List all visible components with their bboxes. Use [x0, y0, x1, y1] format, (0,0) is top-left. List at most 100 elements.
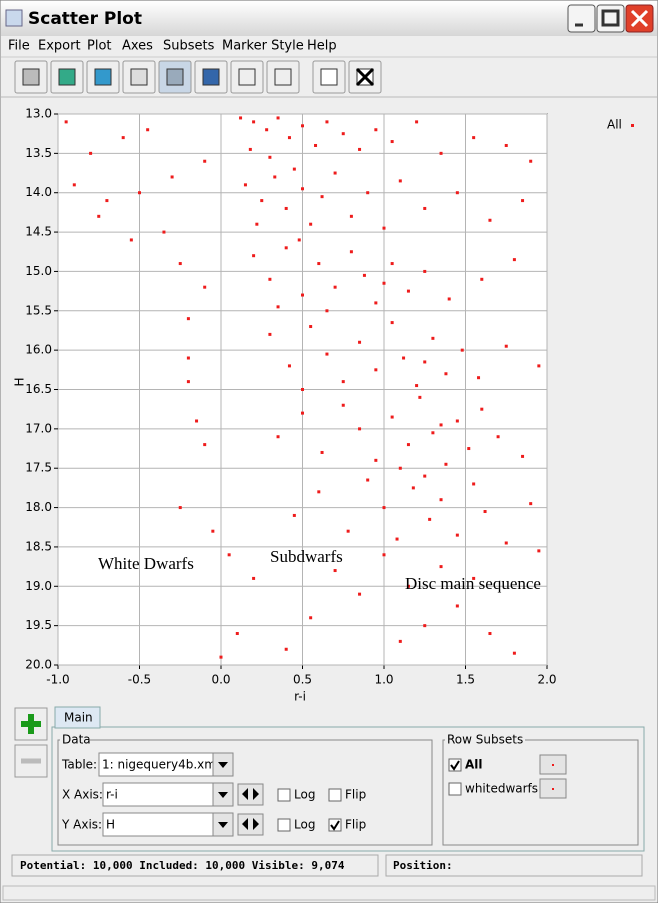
point — [162, 230, 166, 234]
checkbox[interactable] — [448, 782, 462, 796]
x-axis-label: r-i — [294, 690, 306, 704]
point — [374, 458, 378, 462]
point — [255, 222, 259, 226]
checkbox[interactable] — [328, 788, 342, 802]
toolbar-icon — [202, 68, 220, 86]
checkbox-label: Flip — [345, 788, 366, 802]
point — [341, 132, 345, 136]
point — [301, 388, 304, 391]
tab-label: Main — [64, 711, 93, 725]
y-tick-label: 17.5 — [25, 461, 52, 475]
point — [72, 183, 76, 187]
point — [252, 120, 256, 124]
point — [276, 305, 280, 309]
point — [390, 321, 394, 325]
plot: -1.0 -0.5 0.0 0.5 1.0 1.5 2.0 13.0 13.5 14.0 14.5 1… — [25, 107, 634, 687]
combo-value: r-i — [106, 788, 118, 802]
point — [423, 474, 427, 478]
status-counts: Potential: 10,000 Included: 10,000 Visib… — [20, 859, 345, 872]
combo-arrow — [218, 822, 228, 828]
menu-item[interactable]: Subsets — [163, 39, 215, 54]
x-tick-label: 2.0 — [537, 673, 556, 687]
menu-item[interactable]: Help — [307, 39, 337, 54]
group-title: Data — [62, 733, 91, 747]
point — [537, 549, 541, 553]
point — [455, 533, 459, 537]
point — [333, 285, 337, 289]
point — [529, 159, 533, 163]
status-box — [385, 854, 643, 877]
point — [529, 502, 533, 506]
app-icon — [5, 9, 23, 27]
point — [358, 592, 362, 596]
tab[interactable] — [54, 706, 101, 729]
toolbar-icon — [238, 68, 256, 86]
point — [243, 183, 247, 187]
point — [390, 140, 394, 144]
point — [398, 466, 402, 470]
combo-arrow — [218, 792, 228, 798]
point — [317, 490, 321, 494]
point — [178, 262, 182, 266]
point — [439, 423, 443, 427]
point — [89, 151, 93, 155]
checkbox[interactable] — [277, 788, 291, 802]
menu-item[interactable]: Plot — [87, 39, 112, 54]
point — [406, 443, 410, 447]
point — [480, 407, 484, 411]
point — [349, 214, 353, 218]
check-mark — [450, 760, 460, 771]
point — [460, 348, 464, 352]
point — [64, 120, 68, 124]
point — [203, 285, 207, 289]
point — [415, 120, 419, 124]
point — [415, 384, 419, 388]
y-tick-label: 20.0 — [25, 658, 52, 672]
point — [480, 277, 484, 281]
point — [219, 655, 223, 659]
point — [301, 187, 304, 191]
point — [504, 344, 508, 348]
point — [423, 360, 427, 364]
window-buttons[interactable] — [567, 4, 654, 33]
y-tick-label: 16.0 — [25, 343, 52, 357]
point — [382, 226, 386, 230]
point — [301, 411, 304, 415]
point — [472, 576, 476, 580]
point — [121, 136, 125, 140]
point — [358, 147, 362, 151]
maximize-button[interactable] — [596, 4, 625, 33]
combo-value: H — [106, 818, 115, 832]
point — [341, 380, 345, 384]
point — [444, 462, 448, 466]
menu-item[interactable]: Axes — [122, 39, 153, 54]
point — [97, 214, 101, 218]
point — [504, 143, 508, 147]
point — [297, 238, 301, 242]
minimize-button[interactable] — [567, 4, 596, 33]
arrow-icon — [242, 788, 259, 800]
marker-sample — [552, 764, 554, 766]
checkbox[interactable] — [277, 818, 291, 832]
toolbar-icon — [130, 68, 148, 86]
menu-item[interactable]: Export — [38, 39, 81, 54]
toolbar-icon — [94, 68, 112, 86]
menu-item[interactable]: Marker Style — [222, 39, 304, 54]
point — [276, 435, 280, 439]
point — [268, 277, 272, 281]
point — [186, 317, 190, 321]
field-label: Y Axis: — [61, 818, 102, 832]
point — [317, 262, 321, 266]
point — [346, 529, 350, 533]
point — [455, 604, 459, 608]
point — [512, 651, 516, 655]
arrow-button[interactable] — [237, 783, 264, 806]
arrow-button[interactable] — [237, 813, 264, 836]
checkbox-label: Log — [294, 818, 315, 832]
legend-label: All — [607, 118, 622, 132]
point — [521, 454, 525, 458]
point — [398, 639, 402, 643]
menu-item[interactable]: File — [8, 39, 30, 54]
group-title: Row Subsets — [447, 733, 523, 747]
